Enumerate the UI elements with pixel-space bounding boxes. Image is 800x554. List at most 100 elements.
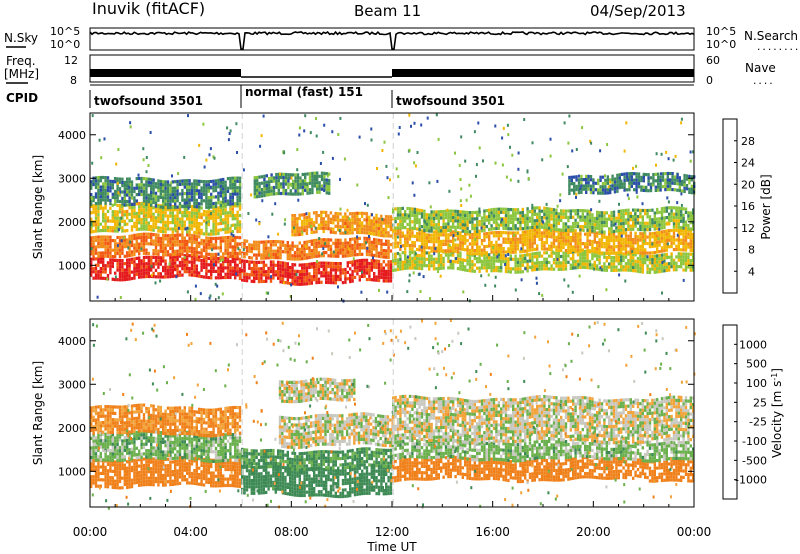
heat-cell bbox=[603, 214, 606, 218]
heat-cell bbox=[485, 256, 488, 260]
heat-cell bbox=[575, 184, 578, 188]
heat-cell bbox=[327, 227, 330, 231]
heat-cell bbox=[94, 248, 98, 252]
heat-cell bbox=[365, 249, 369, 253]
heat-cell bbox=[292, 173, 295, 177]
heat-cell bbox=[660, 233, 664, 237]
heat-cell bbox=[596, 210, 599, 214]
heat-cell bbox=[301, 263, 304, 267]
heat-cell bbox=[157, 213, 160, 217]
heat-cell bbox=[198, 202, 201, 206]
heat-cell bbox=[224, 196, 227, 200]
heat-cell bbox=[437, 216, 440, 220]
heat-cell bbox=[580, 184, 583, 188]
heat-cell bbox=[133, 263, 136, 267]
heat-cell bbox=[169, 255, 172, 259]
heat-cell bbox=[653, 214, 656, 218]
heat-cell bbox=[181, 217, 184, 221]
heat-cell bbox=[464, 268, 467, 272]
heat-cell bbox=[394, 242, 397, 246]
heat-cell bbox=[423, 209, 426, 213]
heat-cell bbox=[514, 254, 517, 258]
heat-cell bbox=[169, 265, 172, 269]
heat-cell bbox=[560, 267, 563, 271]
heat-cell bbox=[226, 214, 230, 218]
heat-cell bbox=[157, 198, 160, 202]
heat-cell bbox=[315, 217, 318, 221]
heat-cell bbox=[142, 275, 146, 279]
heat-cell bbox=[648, 261, 652, 265]
heat-cell bbox=[152, 228, 155, 232]
heat-cell bbox=[344, 225, 347, 229]
heat-cell bbox=[567, 215, 570, 219]
heat-cell bbox=[118, 278, 122, 282]
power-heatmap bbox=[90, 113, 696, 303]
heat-cell bbox=[360, 221, 364, 225]
heat-cell bbox=[483, 209, 486, 213]
heat-cell bbox=[594, 188, 597, 192]
heat-cell bbox=[306, 185, 309, 189]
heat-cell bbox=[116, 203, 119, 208]
heat-cell bbox=[229, 245, 232, 249]
heat-cell bbox=[262, 240, 265, 244]
heat-cell bbox=[207, 213, 210, 217]
heat-cell bbox=[394, 238, 397, 242]
heat-cell bbox=[444, 239, 448, 243]
heat-cell bbox=[689, 245, 692, 249]
heat-cell bbox=[111, 229, 114, 233]
heat-cell bbox=[145, 248, 148, 252]
heat-cell bbox=[301, 182, 304, 186]
heat-cell bbox=[135, 224, 138, 228]
heat-cell bbox=[394, 268, 397, 272]
heat-cell bbox=[305, 215, 309, 219]
heat-cell bbox=[279, 267, 282, 271]
heat-cell bbox=[368, 271, 371, 275]
heat-cell bbox=[432, 210, 436, 214]
heat-cell bbox=[316, 171, 319, 175]
heat-cell bbox=[291, 266, 294, 270]
heat-cell bbox=[512, 208, 515, 212]
heat-cell bbox=[205, 239, 208, 243]
heat-cell bbox=[526, 239, 529, 243]
heat-cell bbox=[425, 246, 428, 250]
heat-cell bbox=[464, 258, 467, 262]
heat-cell bbox=[339, 278, 342, 282]
heat-cell bbox=[317, 264, 321, 268]
heat-cell bbox=[692, 255, 695, 259]
heat-cell bbox=[207, 210, 210, 214]
heat-cell bbox=[200, 206, 203, 210]
heat-cell bbox=[608, 245, 611, 249]
heat-cell bbox=[375, 223, 378, 227]
heat-cell bbox=[580, 174, 583, 178]
heat-cell bbox=[118, 180, 122, 184]
heat-cell bbox=[608, 251, 611, 255]
heat-cell bbox=[574, 229, 577, 233]
heat-cell bbox=[447, 239, 450, 243]
heat-cell bbox=[363, 227, 366, 232]
heat-cell bbox=[140, 232, 143, 236]
heat-cell bbox=[573, 175, 576, 179]
heat-cell bbox=[207, 276, 210, 280]
heat-cell bbox=[97, 192, 100, 196]
heat-cell bbox=[668, 265, 671, 269]
heat-cell bbox=[533, 238, 536, 242]
heat-cell bbox=[188, 201, 191, 205]
heat-cell bbox=[536, 219, 539, 223]
heat-cell bbox=[399, 264, 402, 268]
heat-cell bbox=[116, 216, 119, 220]
heat-cell bbox=[447, 256, 450, 260]
heat-cell bbox=[104, 201, 107, 205]
heat-cell bbox=[140, 211, 143, 215]
heat-cell bbox=[195, 179, 198, 183]
heat-cell bbox=[104, 235, 107, 239]
heat-cell bbox=[94, 226, 98, 230]
heat-cell bbox=[159, 236, 162, 241]
heat-cell bbox=[222, 211, 225, 216]
heat-cell bbox=[300, 223, 304, 227]
heat-cell bbox=[114, 210, 117, 214]
heat-cell bbox=[358, 221, 361, 225]
heat-cell bbox=[109, 258, 112, 262]
heat-cell bbox=[214, 229, 218, 233]
heat-cell bbox=[140, 221, 143, 225]
heat-cell bbox=[154, 182, 158, 186]
